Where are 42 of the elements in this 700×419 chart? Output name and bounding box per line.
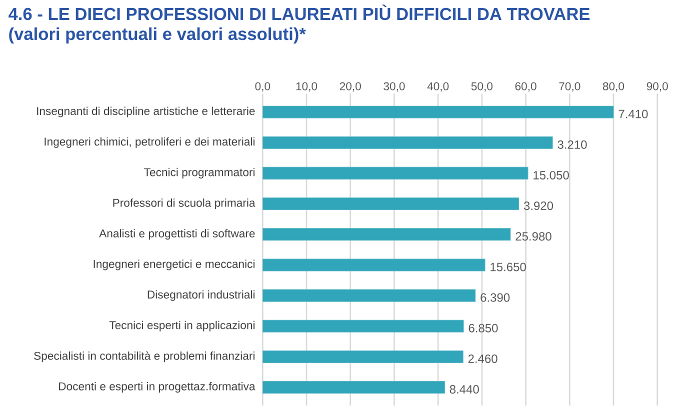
annotation: 15.650 xyxy=(490,262,526,272)
bar xyxy=(262,136,553,149)
x-tick-label: 70,0 xyxy=(559,82,580,92)
annotation: 2.460 xyxy=(468,354,498,363)
bar xyxy=(262,166,528,180)
annotation: 3.210 xyxy=(558,140,587,149)
y-tick-label: Tecnici esperti in applicazioni xyxy=(109,320,254,332)
bar xyxy=(262,289,476,302)
y-tick-label: Ingegneri chimici, petroliferi e dei materiali xyxy=(44,137,254,148)
bar xyxy=(262,320,464,332)
x-tick-label: 20,0 xyxy=(340,82,361,92)
y-tick-label: Analisti e progettisti di software xyxy=(99,229,255,240)
bar xyxy=(262,258,486,272)
y-tick-label: Professori di scuola primaria xyxy=(113,198,256,210)
x-tick-label: 40,0 xyxy=(427,82,449,92)
annotation: 6.850 xyxy=(468,324,498,332)
bar xyxy=(262,381,445,394)
annotation: 7.410 xyxy=(618,110,648,118)
annotation: 8.440 xyxy=(450,385,479,394)
annotation: 6.390 xyxy=(480,293,510,302)
x-tick-label: 80,0 xyxy=(602,82,624,92)
bar xyxy=(262,228,511,241)
y-tick-label: Insegnanti di discipline artistiche e letterarie xyxy=(37,106,255,118)
chart-title: 4.6 - LE DIECI PROFESSIONI DI LAUREATI PIÙ DIFFICILI DA TROVARE xyxy=(8,4,590,20)
x-tick-label: 60,0 xyxy=(515,82,536,92)
chart-subtitle: (valori percentuali e valori assoluti)* xyxy=(9,27,306,44)
x-tick-label: 50,0 xyxy=(471,82,493,92)
x-tick-label: 0,0 xyxy=(255,82,270,92)
annotation: 15.050 xyxy=(534,170,569,180)
x-tick-label: 90,0 xyxy=(646,82,668,92)
y-tick-label: Specialisti in contabilità e problemi finanziari xyxy=(34,351,254,362)
y-tick-label: Docenti e esperti in progettaz.formativa xyxy=(59,382,256,393)
annotation: 3.920 xyxy=(524,202,554,210)
x-tick-label: 30,0 xyxy=(384,82,405,92)
x-tick-label: 10,0 xyxy=(296,82,318,92)
annotation: 25.980 xyxy=(516,232,552,241)
bar xyxy=(262,198,520,210)
bar xyxy=(262,350,464,363)
bar xyxy=(262,106,614,118)
y-tick-label: Ingegneri energetici e meccanici xyxy=(94,260,254,270)
y-tick-label: Disegnatori industriali xyxy=(148,290,254,301)
y-tick-label: Tecnici programmatori xyxy=(144,168,254,178)
